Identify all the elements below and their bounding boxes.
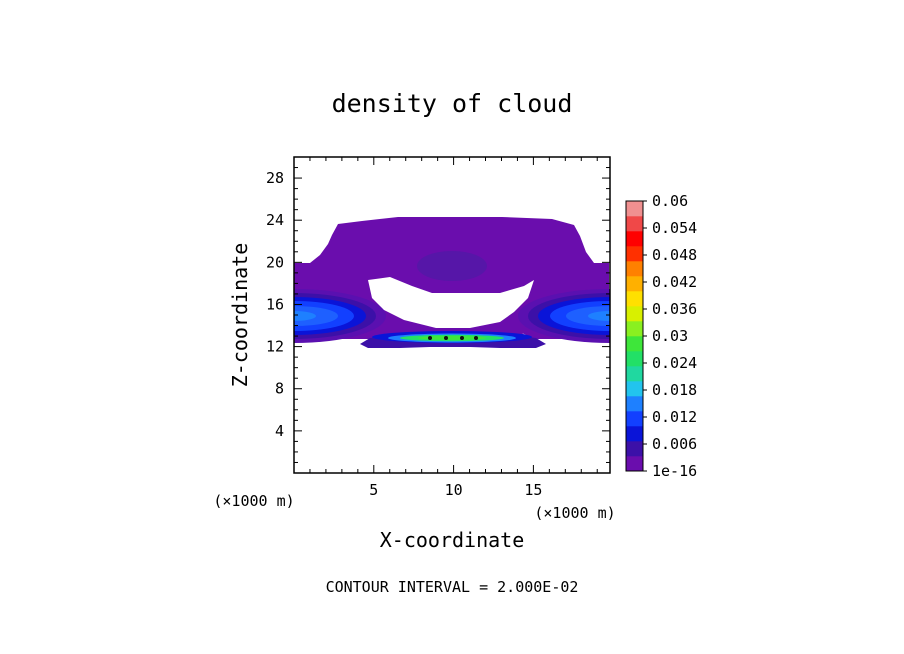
colorbar	[625, 200, 644, 472]
colorbar-segment	[626, 381, 643, 397]
y-tick-label: 12	[266, 338, 284, 356]
colorbar-segment	[626, 366, 643, 382]
x-axis-ticks: 5 10 15	[309, 157, 598, 499]
colorbar-label: 1e-16	[652, 462, 697, 480]
colorbar-segment	[626, 321, 643, 337]
colorbar-segment	[626, 291, 643, 307]
colorbar-label: 0.006	[652, 435, 697, 453]
colorbar-segment	[626, 201, 643, 217]
y-tick-label: 20	[266, 253, 284, 271]
colorbar-segment	[626, 306, 643, 322]
plot-area	[294, 217, 610, 348]
x-unit-left: (×1000 m)	[213, 492, 294, 510]
lower-band	[360, 331, 546, 348]
colorbar-segment	[626, 276, 643, 292]
y-tick-label: 24	[266, 211, 284, 229]
x-tick-label: 15	[524, 481, 542, 499]
colorbar-segment	[626, 351, 643, 367]
y-axis-label: Z-coordinate	[228, 243, 252, 388]
colorbar-segment	[626, 426, 643, 442]
colorbar-label: 0.042	[652, 273, 697, 291]
colorbar-segment	[626, 216, 643, 232]
chart-title: density of cloud	[332, 89, 573, 118]
colorbar-segment	[626, 441, 643, 457]
contour-interval-footer: CONTOUR INTERVAL = 2.000E-02	[326, 578, 579, 596]
left-lobe	[294, 289, 386, 343]
central-core	[417, 251, 487, 281]
y-tick-label: 8	[275, 380, 284, 398]
colorbar-label: 0.012	[652, 408, 697, 426]
colorbar-label: 0.036	[652, 300, 697, 318]
colorbar-label: 0.03	[652, 327, 688, 345]
x-unit-right: (×1000 m)	[534, 504, 615, 522]
x-axis-label: X-coordinate	[380, 528, 525, 552]
colorbar-label: 0.024	[652, 354, 697, 372]
colorbar-label: 0.054	[652, 219, 697, 237]
colorbar-label: 0.018	[652, 381, 697, 399]
colorbar-labels: 0.06 0.054 0.048 0.042 0.036 0.03 0.024 0.018 0.…	[643, 192, 697, 480]
x-tick-label: 5	[369, 481, 378, 499]
right-lobe	[518, 289, 610, 343]
colorbar-label: 0.06	[652, 192, 688, 210]
colorbar-segment	[626, 231, 643, 247]
colorbar-segment	[626, 246, 643, 262]
y-tick-label: 16	[266, 295, 284, 313]
y-axis-ticks: 4 8 12 16 20 24 28	[266, 167, 610, 463]
colorbar-label: 0.048	[652, 246, 697, 264]
colorbar-segment	[626, 396, 643, 412]
colorbar-segment	[626, 336, 643, 352]
colorbar-segment	[626, 456, 643, 472]
colorbar-segment	[626, 411, 643, 427]
x-tick-label: 10	[445, 481, 463, 499]
colorbar-segment	[626, 261, 643, 277]
y-tick-label: 4	[275, 422, 284, 440]
y-tick-label: 28	[266, 169, 284, 187]
